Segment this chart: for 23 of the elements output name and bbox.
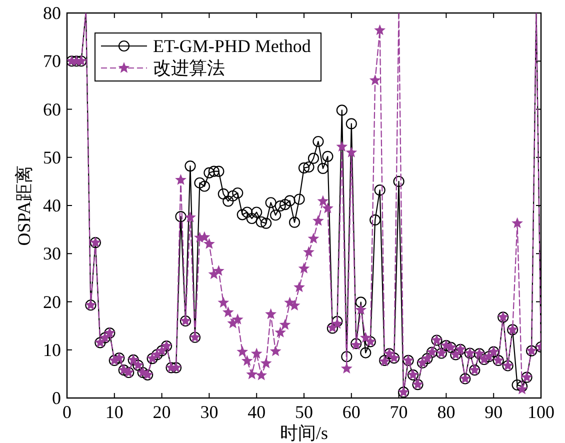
- y-tick-label: 40: [43, 196, 61, 216]
- y-tick-label: 60: [43, 99, 61, 120]
- legend-label: 改进算法: [153, 58, 225, 78]
- x-tick-label: 50: [295, 402, 313, 422]
- x-tick-label: 60: [342, 402, 360, 422]
- y-axis-title: OSPA距离: [14, 165, 34, 246]
- y-tick-label: 70: [43, 51, 61, 72]
- x-axis-title: 时间/s: [280, 423, 328, 443]
- legend-label: ET-GM-PHD Method: [153, 36, 311, 56]
- y-tick-label: 10: [43, 340, 61, 360]
- x-tick-label: 70: [390, 402, 408, 422]
- x-tick-label: 40: [248, 402, 266, 422]
- x-tick-label: 90: [484, 402, 503, 422]
- y-tick-label: 50: [43, 147, 61, 168]
- y-tick-label: 80: [43, 3, 61, 23]
- y-tick-label: 30: [43, 244, 61, 264]
- x-tick-label: 10: [105, 402, 124, 422]
- x-tick-label: 100: [528, 402, 554, 422]
- x-tick-label: 20: [152, 402, 171, 422]
- x-tick-label: 30: [200, 402, 218, 422]
- y-tick-label: 0: [52, 388, 61, 408]
- x-tick-label: 80: [437, 402, 456, 422]
- y-tick-label: 20: [43, 292, 61, 312]
